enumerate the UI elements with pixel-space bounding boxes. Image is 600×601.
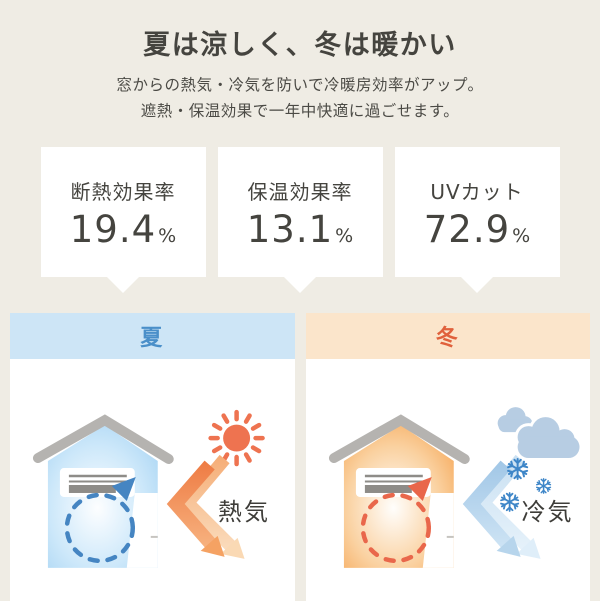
stat-card-uv-cut: UVカット 72.9 % bbox=[394, 146, 560, 293]
stat-label: UVカット bbox=[430, 179, 524, 204]
winter-title: 冬 bbox=[435, 325, 460, 351]
summer-header: 夏 bbox=[10, 312, 295, 359]
stat-value: 13.1 % bbox=[247, 208, 353, 251]
season-panels: 夏 bbox=[0, 312, 600, 601]
circulation-arrow-icon bbox=[360, 476, 432, 563]
stat-value: 19.4 % bbox=[70, 208, 176, 251]
subtitle-line2: 遮熱・保温効果で一年中快適に過ごせます。 bbox=[140, 102, 460, 121]
sun-icon bbox=[211, 409, 263, 464]
subtitle: 窓からの熱気・冷気を防いで冷暖房効率がアップ。 遮熱・保温効果で一年中快適に過ご… bbox=[0, 72, 600, 125]
winter-panel: 冬 bbox=[305, 312, 590, 601]
cold-air-label: 冷気 bbox=[521, 497, 574, 526]
stats-row: 断熱効果率 19.4 % 保温効果率 13.1 % UVカット 72.9 % bbox=[0, 146, 600, 293]
speech-bubble-tail bbox=[106, 275, 140, 293]
stat-label: 保温効果率 bbox=[247, 179, 353, 204]
heat-arrow-icon bbox=[166, 454, 245, 559]
speech-bubble-tail bbox=[460, 275, 494, 293]
summer-body: 熱気 bbox=[10, 358, 295, 601]
snow-cloud-icon bbox=[497, 406, 583, 461]
stat-label: 断熱効果率 bbox=[70, 179, 176, 204]
stat-value: 72.9 % bbox=[424, 208, 530, 251]
circulation-arrow-icon bbox=[64, 476, 136, 563]
curtain-icon bbox=[126, 492, 158, 568]
summer-panel: 夏 bbox=[10, 312, 295, 601]
winter-body: 冷気 bbox=[305, 358, 590, 601]
summer-title: 夏 bbox=[140, 325, 165, 351]
subtitle-line1: 窓からの熱気・冷気を防いで冷暖房効率がアップ。 bbox=[116, 76, 484, 94]
summer-illustration bbox=[32, 409, 295, 568]
winter-header: 冬 bbox=[305, 312, 590, 359]
stat-card-heat-retention: 保温効果率 13.1 % bbox=[217, 146, 383, 293]
winter-illustration bbox=[328, 406, 583, 568]
stat-number: 13.1 bbox=[246, 207, 334, 251]
stat-card-insulation: 断熱効果率 19.4 % bbox=[40, 146, 206, 293]
stat-unit: % bbox=[512, 224, 531, 247]
stat-unit: % bbox=[158, 224, 177, 247]
roof-icon bbox=[32, 414, 174, 464]
curtain-icon bbox=[422, 492, 454, 568]
hot-air-label: 熱気 bbox=[218, 497, 270, 526]
stat-number: 19.4 bbox=[69, 207, 157, 251]
speech-bubble-tail bbox=[283, 275, 317, 293]
page-title: 夏は涼しく、冬は暖かい bbox=[143, 30, 457, 61]
stat-unit: % bbox=[335, 224, 354, 247]
stat-number: 72.9 bbox=[423, 207, 511, 251]
roof-icon bbox=[328, 414, 470, 464]
